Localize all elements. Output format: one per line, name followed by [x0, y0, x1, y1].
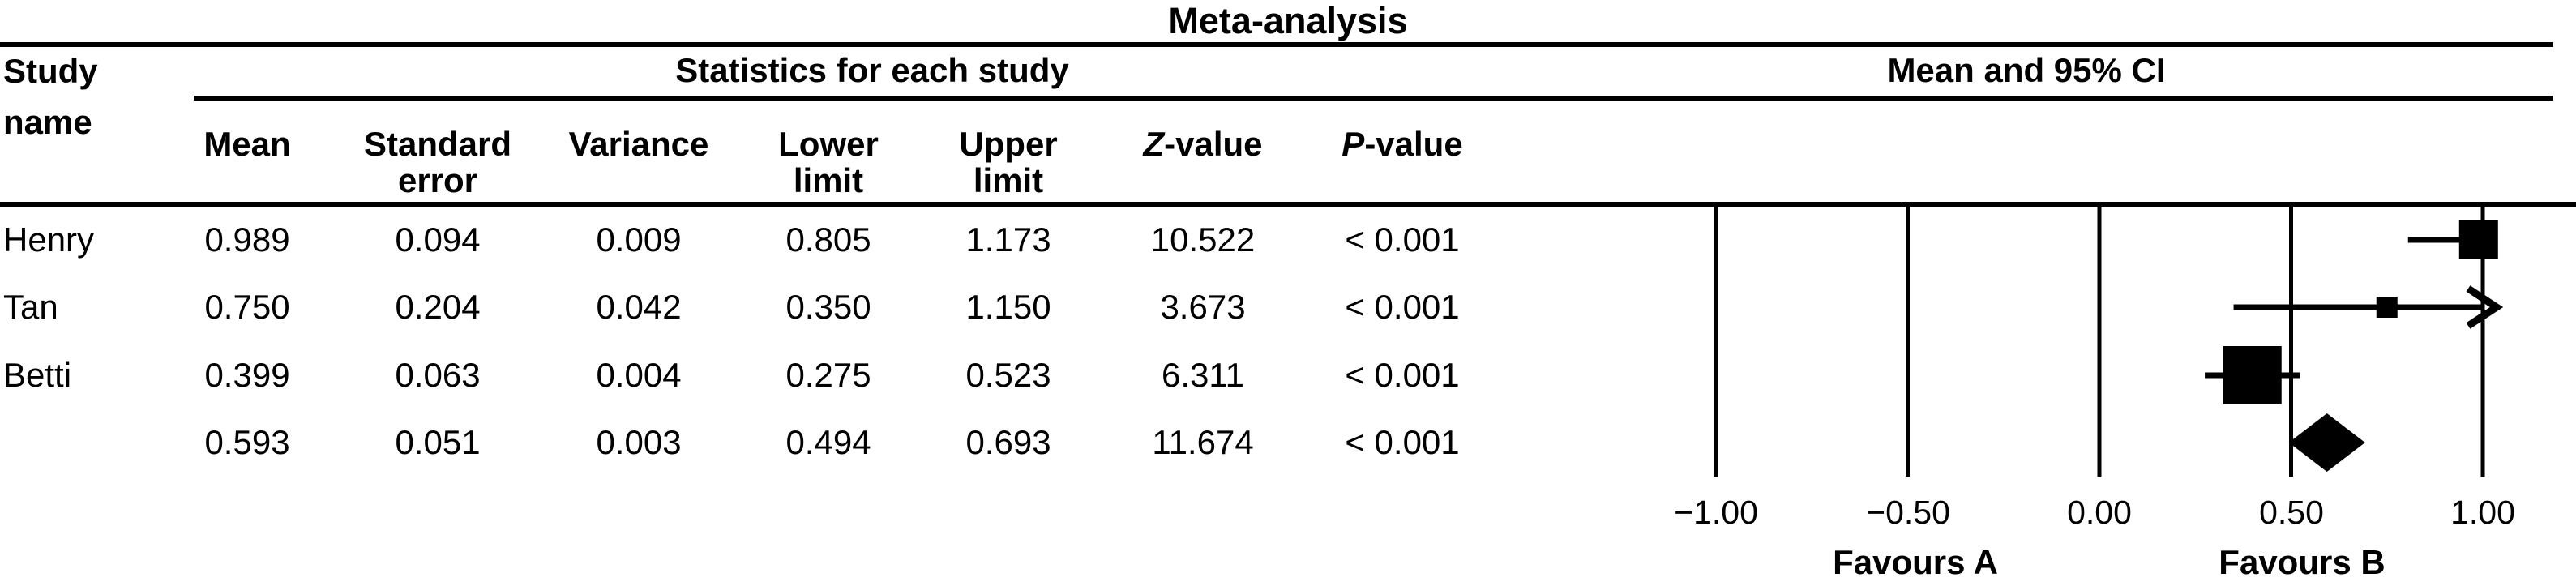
ci-right-arrow-icon: [2466, 285, 2504, 329]
axis-tick-label: 0.50: [2259, 494, 2324, 531]
mean-value: 0.750: [204, 288, 290, 326]
z-value: 10.522: [1150, 220, 1256, 259]
italic-letter: Z: [1143, 125, 1165, 163]
lower-limit-value: 0.275: [785, 356, 871, 394]
upper-limit-value: 0.523: [965, 356, 1051, 394]
overall-lower-limit-value: 0.494: [785, 423, 871, 461]
group-header-rule: [194, 96, 2553, 101]
top-rule: [0, 42, 2553, 47]
variance-value: 0.042: [596, 288, 682, 326]
axis-gridline: [2480, 204, 2485, 477]
axis-gridline: [2097, 204, 2102, 477]
axis-gridline: [1906, 204, 1910, 477]
favours-b-label: Favours B: [2219, 543, 2386, 581]
standard-error-value: 0.063: [395, 356, 481, 394]
overall-z-value: 11.674: [1152, 423, 1254, 461]
column-header-lower-limit: Lower limit: [778, 125, 879, 199]
variance-value: 0.009: [596, 220, 682, 259]
standard-error-value: 0.204: [395, 288, 481, 326]
p-value: < 0.001: [1345, 220, 1460, 259]
axis-tick-label: −1.00: [1674, 494, 1758, 531]
study-label: Betti: [3, 356, 72, 394]
overall-variance-value: 0.003: [596, 423, 682, 461]
mean-marker-betti: [2223, 346, 2282, 404]
overall-p-value: < 0.001: [1345, 423, 1460, 461]
axis-gridline: [2289, 204, 2293, 477]
z-value: 6.311: [1162, 356, 1244, 394]
variance-value: 0.004: [596, 356, 682, 394]
mean-marker-henry: [2458, 220, 2498, 259]
ci-group-header: Mean and 95% CI: [1887, 51, 2166, 89]
axis-tick-label: 1.00: [2450, 494, 2515, 531]
lower-limit-value: 0.805: [785, 220, 871, 259]
column-header-z-value: Z-value: [1143, 125, 1263, 163]
mean-value: 0.989: [204, 220, 290, 259]
column-header-standard-error: Standard error: [363, 125, 512, 199]
z-value: 3.673: [1160, 288, 1246, 326]
overall-diamond: [2288, 413, 2365, 472]
axis-gridline: [1714, 204, 1718, 477]
header-separator-rule: [0, 202, 2576, 207]
axis-tick-label: 0.00: [2067, 494, 2132, 531]
overall-upper-limit-value: 0.693: [965, 423, 1051, 461]
figure-title: Meta-analysis: [1168, 0, 1408, 41]
mean-marker-tan: [2376, 297, 2398, 318]
lower-limit-value: 0.350: [785, 288, 871, 326]
study-name-header: Study name: [3, 52, 98, 141]
column-header-upper-limit: Upper limit: [959, 125, 1058, 199]
standard-error-value: 0.094: [395, 220, 481, 259]
p-value: < 0.001: [1345, 356, 1460, 394]
axis-tick-label: −0.50: [1866, 494, 1950, 531]
study-label: Tan: [3, 288, 58, 326]
column-header-mean: Mean: [203, 125, 291, 163]
upper-limit-value: 1.173: [965, 220, 1051, 259]
column-header-p-value: P-value: [1341, 125, 1463, 163]
overall-standard-error-value: 0.051: [395, 423, 481, 461]
study-label: Henry: [3, 220, 95, 259]
column-header-variance: Variance: [568, 125, 709, 163]
upper-limit-value: 1.150: [965, 288, 1051, 326]
favours-a-label: Favours A: [1833, 543, 1998, 581]
p-value: < 0.001: [1345, 288, 1460, 326]
stats-group-header: Statistics for each study: [675, 51, 1069, 89]
overall-mean-value: 0.593: [204, 423, 290, 461]
italic-letter: P: [1341, 125, 1365, 163]
mean-value: 0.399: [204, 356, 290, 394]
